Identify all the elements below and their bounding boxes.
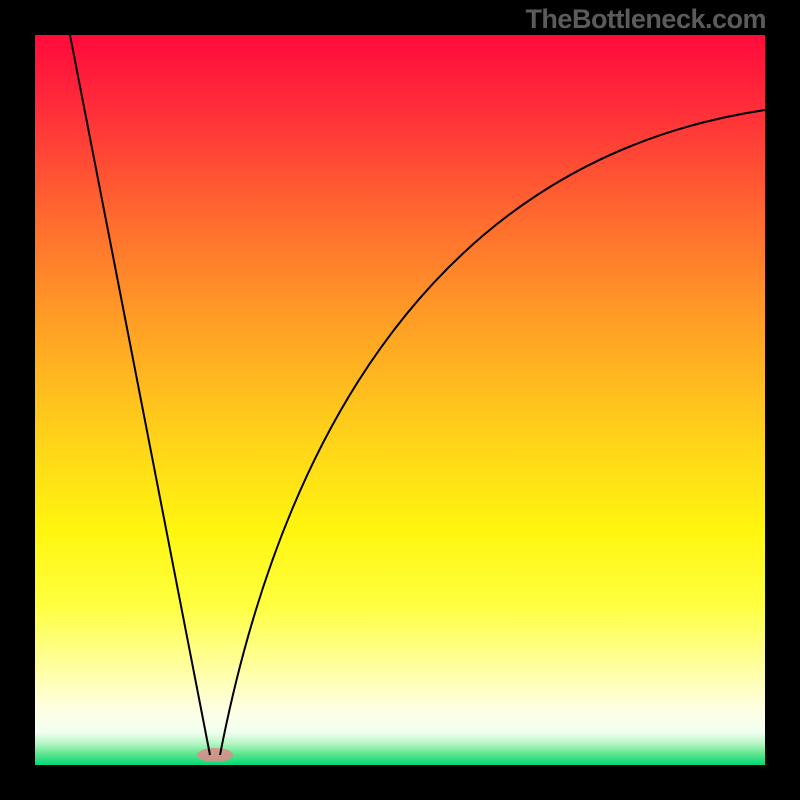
plot-area xyxy=(35,35,765,765)
plot-svg xyxy=(35,35,765,765)
bottleneck-marker xyxy=(197,748,233,762)
gradient-background xyxy=(35,35,765,765)
watermark-text: TheBottleneck.com xyxy=(525,4,766,35)
